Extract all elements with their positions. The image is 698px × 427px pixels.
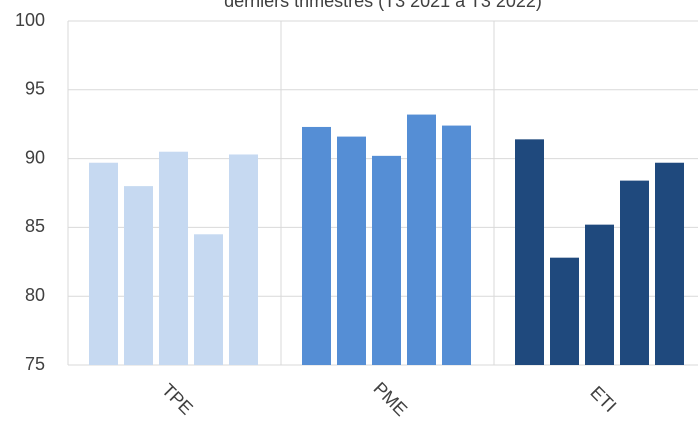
chart-title: derniers trimestres (T3 2021 à T3 2022) [224,0,542,11]
bar [515,139,544,365]
y-tick-label: 95 [25,79,45,99]
bar [337,136,366,365]
bar [620,180,649,365]
x-tick-label: PME [370,378,412,420]
y-tick-label: 80 [25,285,45,305]
bar [302,126,331,366]
bar [407,114,436,366]
y-tick-label: 75 [25,354,45,374]
bar [194,234,223,365]
bar [655,162,684,365]
y-tick-label: 90 [25,147,45,167]
bar [124,186,153,365]
y-tick-label: 85 [25,216,45,236]
x-tick-label: TPE [158,380,197,419]
bar [585,224,614,365]
x-tick-label: ETI [586,382,620,416]
bar [229,154,258,365]
y-tick-label: 100 [15,10,45,30]
bar [159,151,188,365]
bar [89,162,118,365]
bar [550,257,579,365]
bar [442,125,471,366]
bar [372,155,401,365]
